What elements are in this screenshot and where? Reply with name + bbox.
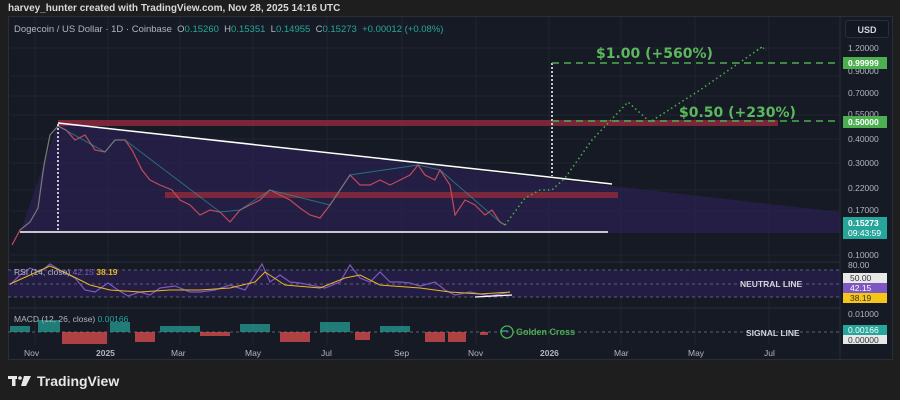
svg-text:Jul: Jul xyxy=(321,348,332,358)
svg-text:May: May xyxy=(245,348,262,358)
svg-text:2025: 2025 xyxy=(96,348,115,358)
currency-button[interactable]: USD xyxy=(845,20,889,38)
macd-value-label: 0.00166 xyxy=(848,325,879,335)
svg-text:0.30000: 0.30000 xyxy=(848,158,879,168)
svg-text:0.90000: 0.90000 xyxy=(848,66,879,76)
chart-credit: harvey_hunter created with TradingView.c… xyxy=(8,3,341,14)
svg-text:Mar: Mar xyxy=(614,348,629,358)
svg-text:0.10000: 0.10000 xyxy=(848,250,879,260)
svg-text:Nov: Nov xyxy=(24,348,40,358)
macd-zero-label: 0.00000 xyxy=(848,335,879,345)
projection-path xyxy=(504,46,763,226)
golden-cross-label: Golden Cross xyxy=(516,327,575,337)
svg-text:Nov: Nov xyxy=(468,348,484,358)
rsi-line xyxy=(9,262,511,297)
descending-trendline xyxy=(57,122,613,185)
svg-text:0.17000: 0.17000 xyxy=(848,205,879,215)
macd-legend: MACD (12, 26, close) 0.00166 xyxy=(14,314,129,324)
time-axis[interactable]: Nov 2025 Mar May Jul Sep Nov 2026 Mar Ma… xyxy=(24,348,775,358)
last-price-label: 0.15273 xyxy=(848,218,879,228)
price-axis[interactable]: 1.20000 0.90000 0.70000 0.55000 0.40000 … xyxy=(848,43,879,319)
svg-text:1.20000: 1.20000 xyxy=(848,43,879,53)
svg-text:Sep: Sep xyxy=(394,348,409,358)
svg-text:80.00: 80.00 xyxy=(848,260,870,270)
resistance-zone-021 xyxy=(165,192,618,198)
resistance-zone-050 xyxy=(58,120,778,126)
svg-text:0.40000: 0.40000 xyxy=(848,134,879,144)
price-series xyxy=(11,125,506,246)
signal-line-label: SIGNAL LINE xyxy=(746,328,800,338)
rsi-50-label: 50.00 xyxy=(850,273,872,283)
svg-text:2026: 2026 xyxy=(540,348,559,358)
symbol-legend: Dogecoin / US Dollar · 1D · Coinbase O0.… xyxy=(14,24,444,35)
target-2-label: $0.50 (+230%) xyxy=(679,105,796,121)
tradingview-logo: TradingView xyxy=(8,373,119,389)
svg-text:0.70000: 0.70000 xyxy=(848,88,879,98)
svg-text:0.22000: 0.22000 xyxy=(848,183,879,193)
svg-text:May: May xyxy=(688,348,705,358)
countdown-label: 09:43:59 xyxy=(848,228,881,238)
rsi-ma-line xyxy=(9,265,511,295)
svg-text:0.01000: 0.01000 xyxy=(848,309,879,319)
target-2-price-label: 0.50000 xyxy=(848,117,879,127)
svg-text:Jul: Jul xyxy=(764,348,775,358)
rsi-ma-label: 38.19 xyxy=(850,293,872,303)
tradingview-icon xyxy=(8,376,31,386)
neutral-line-label: NEUTRAL LINE xyxy=(740,279,803,289)
svg-text:Mar: Mar xyxy=(171,348,186,358)
rsi-legend: RSI (14, close) 42.15 38.19 xyxy=(14,267,118,277)
svg-text:0.55000: 0.55000 xyxy=(848,109,879,119)
golden-cross-marker xyxy=(500,325,514,339)
target-1-price-label: 0.99999 xyxy=(848,58,879,68)
macd-histogram xyxy=(10,320,508,344)
rsi-value-label: 42.15 xyxy=(850,283,872,293)
target-1-label: $1.00 (+560%) xyxy=(596,46,713,62)
